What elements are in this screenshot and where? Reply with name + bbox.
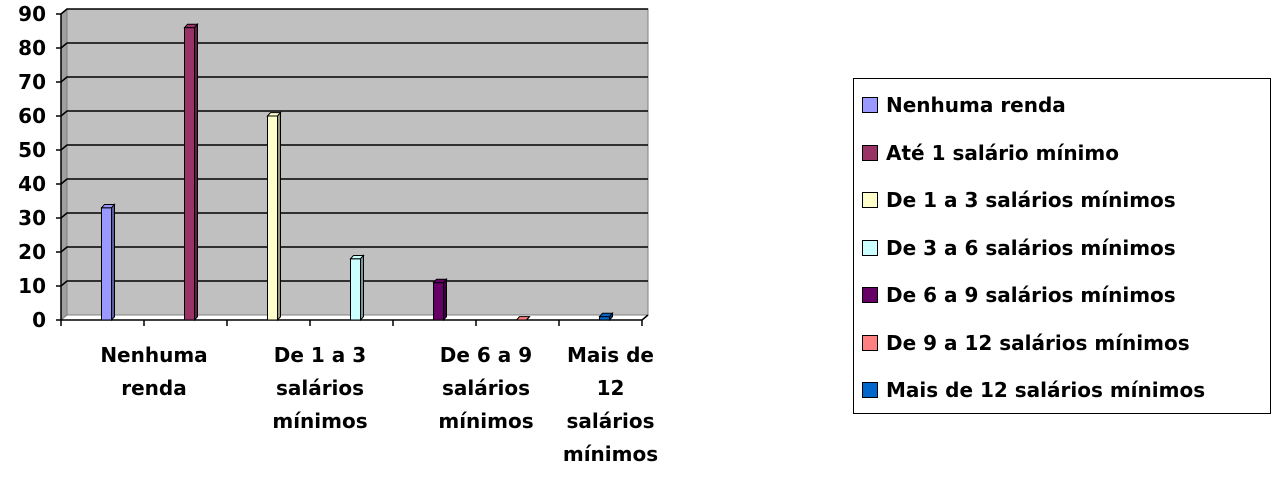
chart-legend: Nenhuma renda Até 1 salário mínimo De 1 a … [853, 78, 1271, 414]
x-tick-label: Mais de 12 salários mínimos [563, 343, 658, 466]
legend-item: De 9 a 12 salários mínimos [862, 328, 1190, 358]
legend-swatch [862, 144, 878, 161]
bar-2 [184, 27, 195, 321]
legend-swatch [862, 97, 878, 113]
gridline [60, 76, 648, 83]
legend-label: De 9 a 12 salários mínimos [886, 330, 1190, 355]
y-tick-label: 40 [18, 172, 46, 196]
x-tick-label: De 6 a 9 salários mínimos [438, 343, 533, 433]
y-tick-label: 0 [32, 308, 46, 332]
gridline [60, 178, 648, 185]
bar-side-1 [111, 203, 115, 322]
bar-3 [267, 115, 278, 321]
gridline [60, 8, 648, 15]
legend-item: De 1 a 3 salários mínimos [862, 185, 1176, 215]
gridline [60, 280, 648, 287]
bar-side-5 [443, 277, 447, 322]
y-tick-label: 80 [18, 36, 46, 60]
bar-side-4 [360, 254, 364, 322]
bar-side-2 [194, 22, 198, 322]
legend-label: Até 1 salário mínimo [886, 140, 1119, 165]
y-tick-label: 90 [18, 2, 46, 26]
y-tick-label: 30 [18, 206, 46, 230]
bar-5 [433, 282, 444, 321]
legend-swatch [862, 334, 878, 351]
y-tick-label: 20 [18, 240, 46, 264]
legend-label: Nenhuma renda [886, 93, 1066, 117]
x-axis-depth [641, 314, 649, 321]
gridline [60, 212, 648, 219]
legend-swatch [862, 192, 878, 208]
bar-side-6 [526, 316, 530, 321]
legend-item: De 6 a 9 salários mínimos [862, 280, 1176, 310]
legend-swatch [862, 382, 878, 398]
legend-label: De 3 a 6 salários mínimos [886, 235, 1176, 260]
legend-swatch [862, 287, 878, 303]
legend-label: De 1 a 3 salários mínimos [886, 188, 1176, 212]
legend-item: Nenhuma renda [862, 90, 1066, 120]
x-tick-label: Nenhuma renda [100, 343, 207, 400]
legend-label: De 6 a 9 salários mínimos [886, 283, 1176, 307]
y-tick-label: 60 [18, 104, 46, 128]
legend-item: Mais de 12 salários mínimos [862, 375, 1205, 405]
bar-4 [350, 258, 361, 321]
legend-label: Mais de 12 salários mínimos [886, 378, 1206, 402]
bar-7 [599, 316, 610, 321]
y-tick-label: 10 [18, 274, 46, 298]
gridline [60, 42, 648, 49]
y-tick-label: 70 [18, 70, 46, 94]
x-tick-label: De 1 a 3 salários mínimos [272, 343, 367, 433]
plot-side-wall [60, 7, 68, 322]
bar-side-7 [609, 311, 613, 322]
legend-item: Até 1 salário mínimo [862, 138, 1119, 168]
bar-side-3 [277, 111, 281, 322]
gridline [60, 144, 648, 151]
bar-1 [101, 207, 112, 321]
legend-item: De 3 a 6 salários mínimos [862, 233, 1176, 263]
y-tick-label: 50 [18, 138, 46, 162]
legend-swatch [862, 239, 878, 256]
gridline [60, 110, 648, 117]
gridline [60, 246, 648, 253]
